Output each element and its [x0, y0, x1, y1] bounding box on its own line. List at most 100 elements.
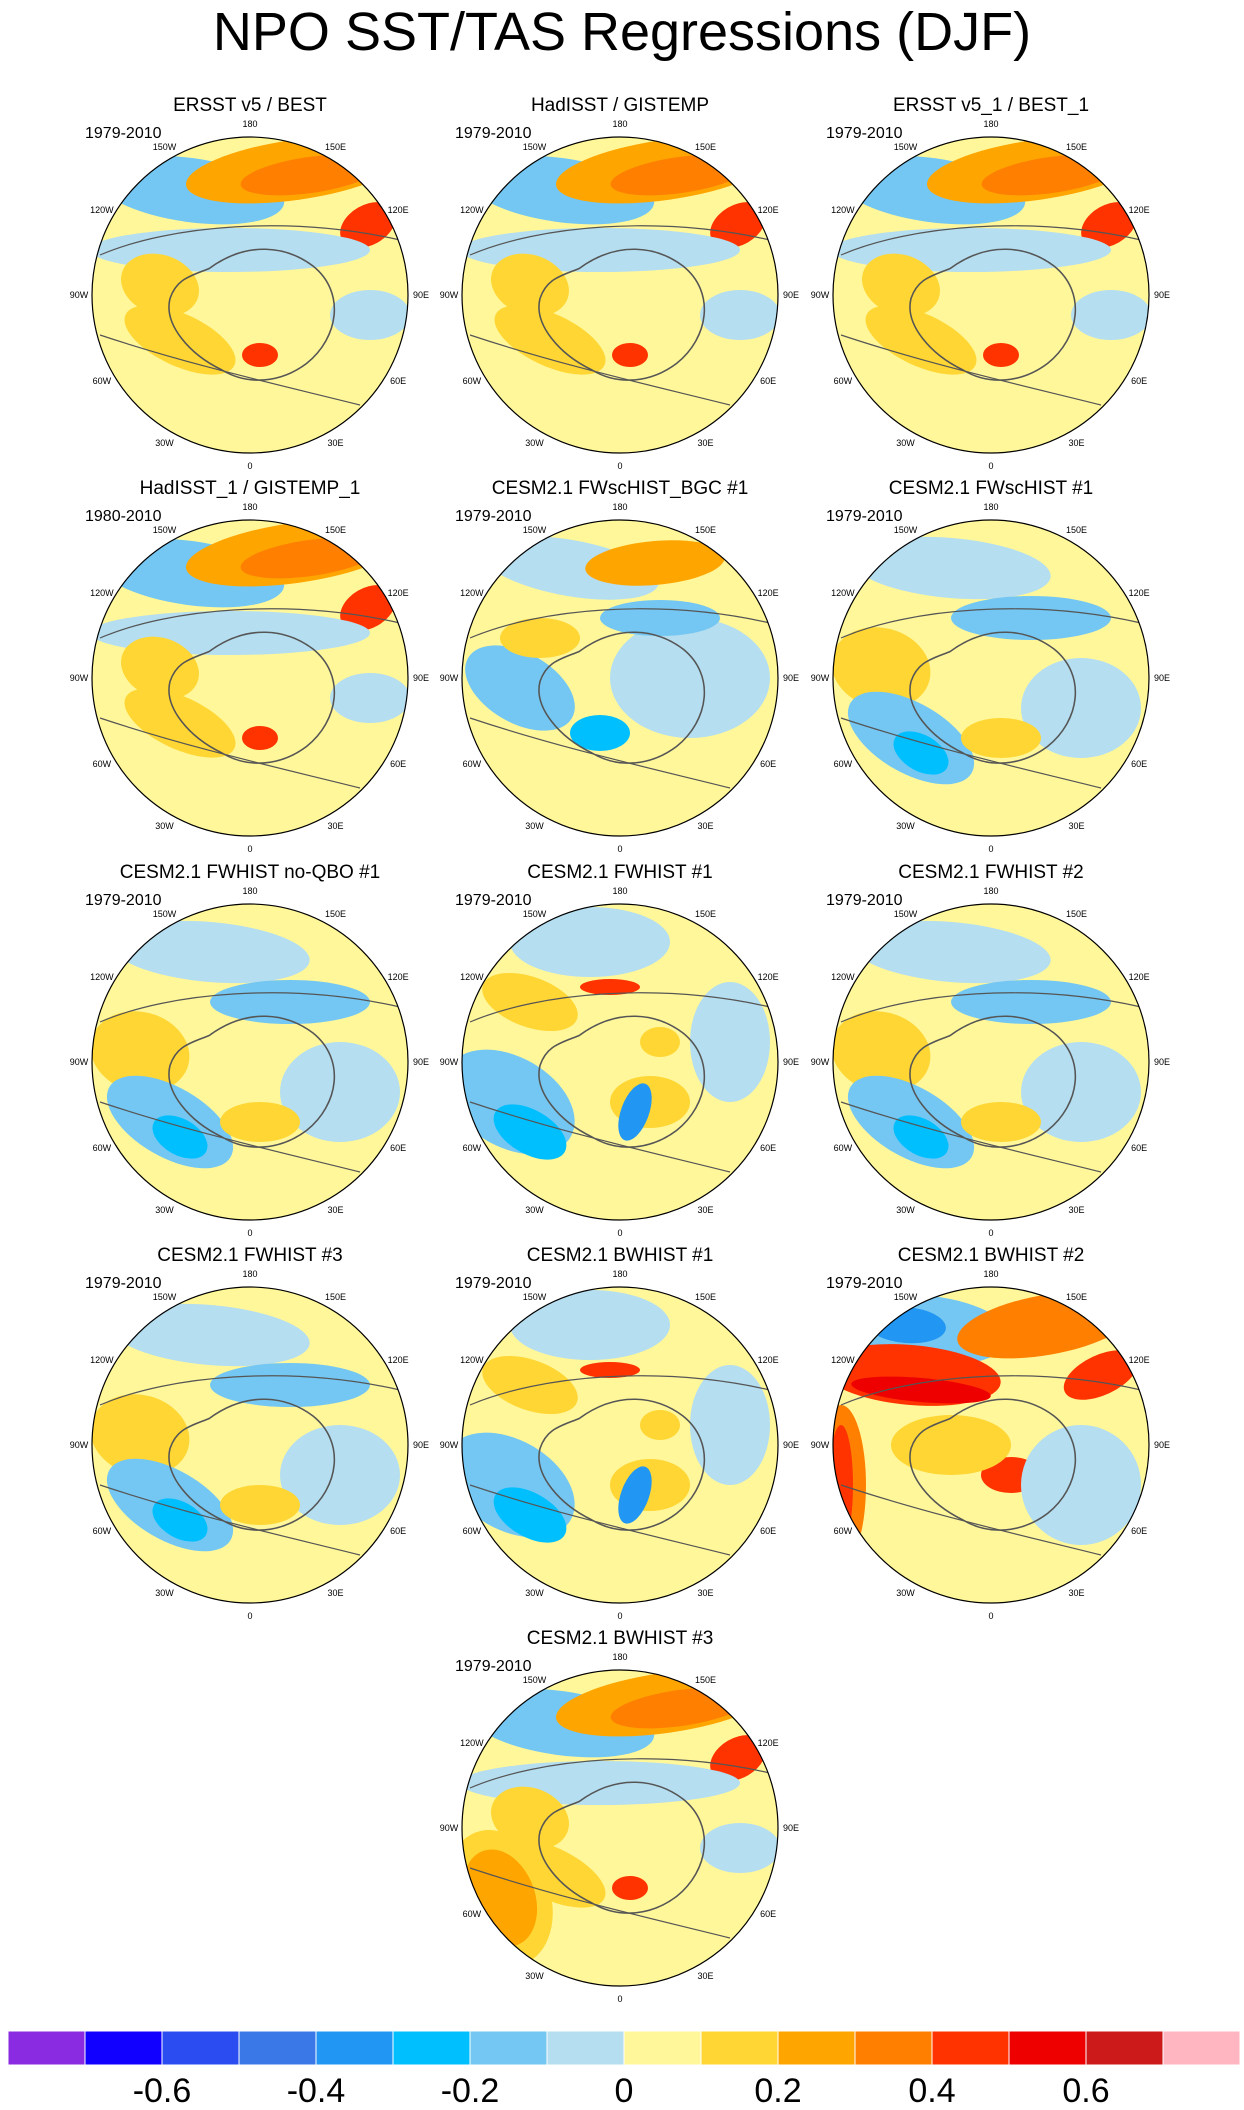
panel-period: 1979-2010 [455, 1275, 532, 1292]
longitude-label: 90E [782, 1057, 800, 1067]
longitude-label: 30W [525, 1971, 544, 1982]
longitude-label: 60W [92, 375, 112, 386]
anomaly-region [833, 1011, 931, 1093]
colorbar-tick-label: 0 [614, 2072, 634, 2110]
anomaly-region [951, 596, 1111, 640]
panel-period: 1979-2010 [826, 508, 903, 525]
panel-title: HadISST_1 / GISTEMP_1 [139, 478, 361, 499]
longitude-label: 150E [694, 908, 717, 919]
panel-period: 1979-2010 [455, 892, 532, 909]
longitude-label: 150E [694, 1291, 717, 1302]
longitude-label: 60W [92, 758, 112, 769]
longitude-label: 90W [439, 1823, 459, 1833]
longitude-label: 120E [1128, 1354, 1150, 1365]
anomaly-region [152, 1498, 208, 1542]
coastline [99, 717, 361, 789]
map-border [91, 1286, 409, 1604]
longitude-label: 60W [92, 1525, 112, 1536]
map-border [91, 903, 409, 1221]
colorbar-swatch [931, 2031, 1010, 2065]
longitude-label: 90W [69, 290, 89, 300]
longitude-label: 150E [1065, 141, 1088, 152]
anomaly-region [851, 920, 1051, 984]
colorbar-swatch [315, 2031, 394, 2065]
coastline [538, 248, 706, 381]
anomaly-region [210, 1363, 370, 1407]
anomaly-region [510, 907, 670, 977]
anomaly-region [124, 305, 236, 375]
anomaly-region [983, 343, 1019, 367]
longitude-label: 180 [612, 886, 628, 896]
anomaly-region [612, 1876, 648, 1900]
longitude-label: 90E [1153, 1057, 1171, 1067]
panel-period: 1979-2010 [85, 892, 162, 909]
coastline [538, 1015, 706, 1148]
longitude-label: 30E [697, 821, 714, 832]
longitude-label: 150W [893, 524, 918, 535]
longitude-label: 150E [324, 141, 347, 152]
anomaly-region [618, 1083, 652, 1141]
colorbar-swatch [392, 2031, 471, 2065]
longitude-label: 30E [697, 1588, 714, 1599]
colorbar-swatch [1162, 2031, 1240, 2065]
anomaly-region [482, 972, 578, 1032]
coastline [840, 717, 1102, 789]
map-border [461, 903, 779, 1221]
polar-map [91, 1286, 409, 1604]
anomaly-region [580, 979, 640, 995]
longitude-label: 150W [522, 1674, 547, 1685]
anomaly-region [493, 1104, 567, 1160]
longitude-label: 120W [90, 204, 114, 215]
polar-map [91, 136, 409, 454]
anomaly-region [600, 600, 720, 636]
colorbar-swatch [1008, 2031, 1087, 2065]
longitude-label: 120E [1128, 587, 1150, 598]
polar-map [461, 519, 779, 837]
anomaly-region [92, 1011, 190, 1093]
longitude-label: 60W [833, 1142, 853, 1153]
map-panel: CESM2.1 FWHIST #1 1979-2010 180 150E 120E 90E… [435, 862, 805, 1242]
longitude-label: 30W [896, 821, 915, 832]
coastline [909, 1015, 1077, 1148]
anomaly-region [1063, 1350, 1139, 1400]
longitude-label: 120W [90, 587, 114, 598]
longitude-label: 120W [460, 587, 484, 598]
anomaly-region [210, 980, 370, 1024]
coastline [469, 992, 771, 1023]
longitude-label: 120W [460, 1354, 484, 1365]
anomaly-region [700, 1823, 778, 1873]
longitude-label: 90W [69, 673, 89, 683]
longitude-label: 0 [617, 1228, 623, 1238]
longitude-label: 120W [831, 1354, 855, 1365]
map-border [832, 136, 1150, 454]
coastline [469, 1375, 771, 1406]
longitude-label: 150E [1065, 908, 1088, 919]
longitude-label: 30W [896, 1205, 915, 1216]
anomaly-region [851, 1376, 991, 1404]
panel-period: 1979-2010 [455, 1658, 532, 1675]
longitude-label: 90E [782, 1440, 800, 1450]
coastline [469, 225, 771, 256]
longitude-label: 0 [617, 461, 623, 471]
coastline [840, 225, 1142, 256]
longitude-label: 0 [988, 844, 994, 854]
longitude-label: 180 [983, 119, 999, 129]
anomaly-region [220, 1102, 300, 1142]
longitude-label: 30W [896, 438, 915, 449]
longitude-label: 120E [387, 971, 409, 982]
anomaly-region [580, 1362, 640, 1378]
anomaly-region [242, 726, 278, 750]
coastline [840, 608, 1142, 639]
map-panel: CESM2.1 BWHIST #2 1979-2010 180 150E 120E 90E… [806, 1245, 1176, 1625]
longitude-label: 90E [412, 1440, 430, 1450]
map-panel: CESM2.1 FWscHIST_BGC #1 1979-2010 180 150E 1… [435, 478, 805, 858]
coastline [469, 1484, 731, 1556]
polar-map [461, 136, 779, 454]
panel-title: CESM2.1 BWHIST #2 [897, 1245, 1085, 1266]
anomaly-region [961, 718, 1041, 758]
longitude-label: 120W [460, 204, 484, 215]
polar-map [832, 136, 1150, 454]
longitude-label: 90W [439, 673, 459, 683]
coastline [840, 992, 1142, 1023]
longitude-label: 180 [242, 119, 258, 129]
